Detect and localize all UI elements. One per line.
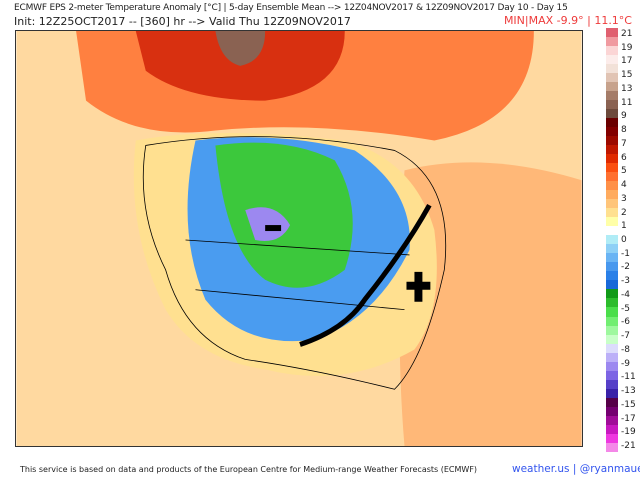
colorbar-segment [606, 28, 618, 38]
colorbar-label: -21 [621, 441, 636, 451]
colorbar-label: 9 [621, 111, 627, 122]
colorbar-segment [606, 415, 618, 425]
colorbar-label: -8 [621, 344, 630, 355]
colorbar-label: 6 [621, 152, 627, 163]
attribution: This service is based on data and produc… [20, 465, 478, 474]
colorbar-segment [606, 361, 618, 371]
colorbar-label: -2 [621, 262, 630, 273]
colorbar-label: -15 [621, 399, 636, 410]
colorbar-label: 0 [621, 235, 627, 245]
colorbar-segment [606, 325, 618, 335]
colorbar-segment [606, 424, 618, 434]
colorbar-label: 21 [621, 29, 633, 39]
colorbar-segment [606, 127, 618, 137]
colorbar-label: 13 [621, 83, 633, 94]
colorbar-label: 2 [621, 207, 627, 218]
colorbar-segment [606, 370, 618, 380]
marker-dash [265, 225, 282, 232]
colorbar-segment [606, 406, 618, 416]
colorbar-segment [606, 82, 618, 92]
colorbar-label: -6 [621, 317, 630, 328]
cold-front-line [299, 203, 432, 347]
colorbar-segment [606, 100, 618, 110]
colorbar-label: -11 [621, 372, 636, 383]
colorbar-segment [606, 334, 618, 344]
colorbar-label: 19 [621, 42, 633, 53]
colorbar-segment [606, 235, 618, 245]
colorbar-segment [606, 73, 618, 83]
colorbar-segment [606, 433, 618, 443]
colorbar-label: -7 [621, 331, 630, 342]
colorbar-segment [606, 190, 618, 200]
colorbar-segment [606, 289, 618, 299]
colorbar-segment [606, 280, 618, 290]
colorbar-segment [606, 145, 618, 155]
colorbar-label: -13 [621, 386, 636, 397]
colorbar-segment [606, 298, 618, 308]
colorbar-label: -5 [621, 303, 630, 314]
temperature-anomaly-map [15, 30, 583, 447]
colorbar-segment [606, 136, 618, 146]
init-valid-time: Init: 12Z25OCT2017 -- [360] hr --> Valid… [14, 15, 351, 28]
colorbar-segment [606, 91, 618, 101]
greenland-max [215, 31, 266, 66]
colorbar-segment [606, 316, 618, 326]
colorbar-segment [606, 397, 618, 407]
colorbar-segment [606, 253, 618, 263]
colorbar-segment [606, 262, 618, 272]
colorbar-segment [606, 217, 618, 227]
colorbar-label: 11 [621, 97, 633, 108]
marker-plus [406, 271, 431, 302]
colorbar-label: 5 [621, 166, 627, 177]
colorbar-segment [606, 163, 618, 173]
colorbar-label: -17 [621, 413, 636, 424]
colorbar-segment [606, 379, 618, 389]
colorbar-label: -3 [621, 276, 630, 287]
colorbar-label: 3 [621, 193, 627, 204]
colorbar-label: -9 [621, 358, 630, 369]
colorbar-label: 4 [621, 180, 627, 191]
colorbar-segment [606, 64, 618, 74]
colorbar-segment [606, 154, 618, 164]
colorbar-segment [606, 352, 618, 362]
colorbar-segment [606, 226, 618, 236]
colorbar-label: 1 [621, 221, 627, 232]
colorbar-label: -4 [621, 289, 630, 300]
cold-green-region [215, 142, 353, 288]
colorbar-label: -1 [621, 248, 630, 259]
colorbar-segment [606, 343, 618, 353]
colorbar-segment [606, 271, 618, 281]
colorbar-segment [606, 118, 618, 128]
cold-purple-region [245, 207, 291, 241]
colorbar-segment [606, 55, 618, 65]
colorbar-segment [606, 37, 618, 47]
colorbar-segment [606, 244, 618, 254]
colorbar-segment [606, 46, 618, 56]
colorbar-label: -19 [621, 427, 636, 438]
colorbar-segment [606, 181, 618, 191]
colorbar-label: 17 [621, 56, 633, 67]
colorbar-segment [606, 307, 618, 317]
borders [142, 136, 447, 390]
colorbar-segment [606, 388, 618, 398]
colorbar-label: 15 [621, 70, 633, 81]
colorbar-segment [606, 442, 618, 452]
colorbar-segment [606, 208, 618, 218]
colorbar-label: 7 [621, 138, 627, 149]
map-title: ECMWF EPS 2-meter Temperature Anomaly [°… [14, 3, 568, 13]
colorbar [606, 28, 618, 452]
alaska-hot-region [135, 31, 345, 101]
brand-link[interactable]: weather.us | @ryanmaue [512, 463, 640, 475]
colorbar-segment [606, 172, 618, 182]
colorbar-segment [606, 109, 618, 119]
colorbar-segment [606, 199, 618, 209]
colorbar-label: 8 [621, 125, 627, 136]
min-max-readout: MIN|MAX -9.9° | 11.1°C [503, 14, 632, 27]
